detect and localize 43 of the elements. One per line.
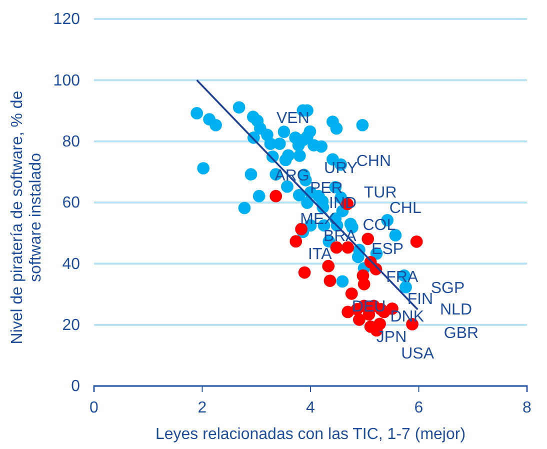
point: [295, 222, 308, 236]
annotation: NLD: [440, 302, 472, 319]
annotation: DNK: [390, 308, 424, 326]
annotation: VEN: [276, 110, 310, 128]
x-axis-title: Leyes relacionadas con las TIC, 1-7 (mejor): [155, 426, 466, 443]
annotation: ESP: [372, 241, 404, 258]
annotation: FIN: [407, 291, 434, 308]
annotation: USA: [401, 345, 434, 362]
x-tick-label: 8: [522, 400, 532, 417]
x-tick-label: 6: [414, 400, 424, 417]
point: [374, 318, 386, 330]
y-tick-label: 60: [62, 194, 80, 212]
y-tick-label: 120: [53, 11, 80, 28]
annotation: URY: [324, 160, 358, 178]
point: [270, 190, 282, 202]
y-tick-label: 20: [62, 316, 80, 334]
annotation: SGP: [430, 280, 465, 297]
x-tick-label: 4: [306, 400, 316, 417]
annotation: JPN: [376, 328, 407, 346]
annotation: ARG: [274, 168, 310, 185]
point: [410, 235, 423, 248]
y-tick-label: 80: [62, 133, 80, 150]
annotation: CHN: [356, 152, 392, 170]
x-tick-label: 0: [90, 400, 99, 417]
y-tick-label: 0: [71, 378, 80, 396]
annotation: COL: [362, 216, 396, 234]
annotation: ITA: [308, 246, 332, 263]
point: [358, 278, 370, 290]
point: [324, 274, 336, 287]
annotation: GBR: [444, 324, 479, 342]
point: [298, 266, 311, 279]
point: [345, 287, 358, 300]
x-tick-label: 2: [198, 400, 207, 417]
y-tick-label: 100: [53, 72, 80, 90]
point: [290, 235, 302, 248]
y-axis-title: Nivel de piratería de software, % de software instalado: [9, 90, 44, 344]
annotation: DEU: [352, 298, 386, 316]
annotation: CHL: [389, 200, 422, 217]
y-tick-label: 40: [62, 256, 80, 273]
annotation: IND: [329, 195, 357, 212]
annotation: TUR: [364, 184, 397, 202]
point: [362, 232, 374, 246]
point: [322, 260, 335, 272]
